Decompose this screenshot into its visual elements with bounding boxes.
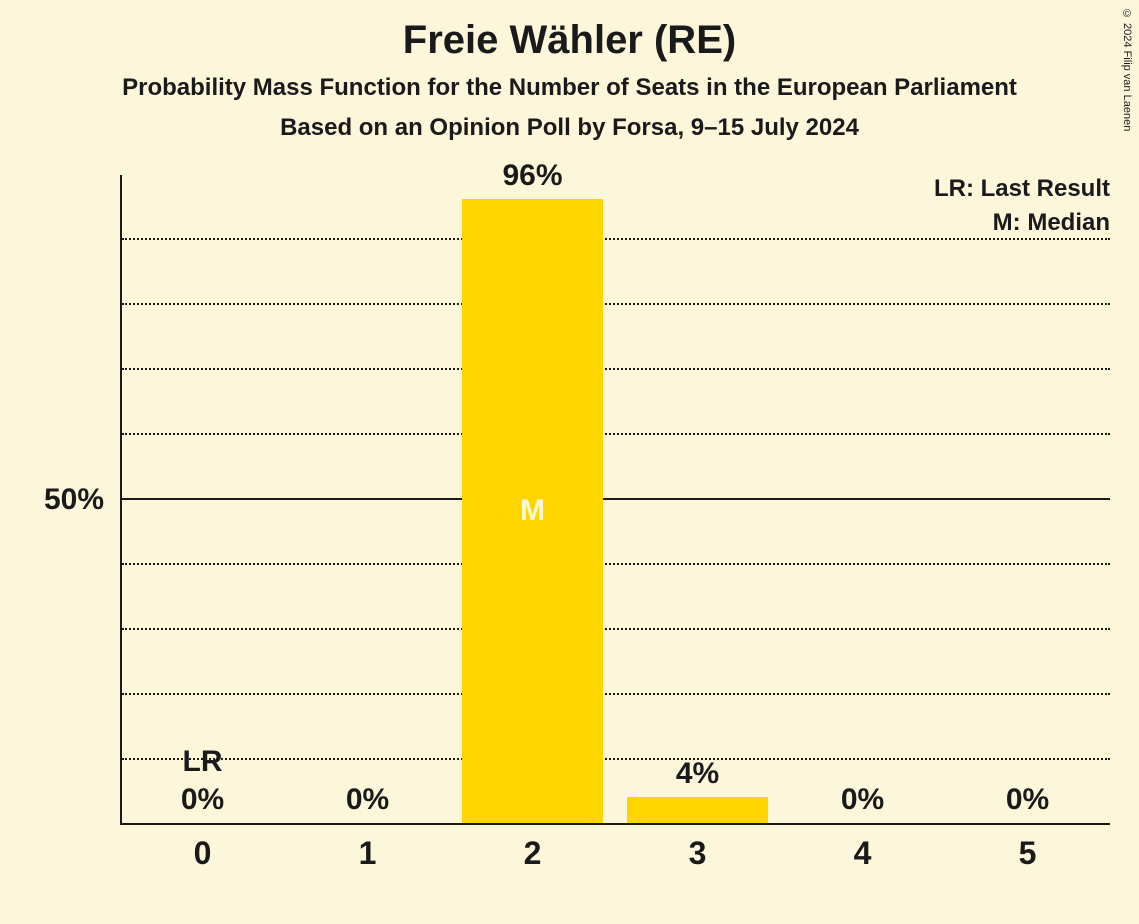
x-tick-label: 3	[689, 835, 707, 872]
y-tick-label: 50%	[44, 483, 104, 517]
bar-value-label: 0%	[841, 783, 884, 817]
gridline	[122, 238, 1110, 240]
gridline	[122, 433, 1110, 435]
legend-lr: LR: Last Result	[934, 175, 1110, 203]
gridline	[122, 693, 1110, 695]
plot-area: LR: Last Result M: Median 50%0%LR00%196%…	[120, 175, 1110, 825]
last-result-marker: LR	[183, 745, 223, 779]
x-tick-label: 5	[1019, 835, 1037, 872]
bar-value-label: 0%	[181, 783, 224, 817]
gridline	[122, 303, 1110, 305]
bar-value-label: 0%	[346, 783, 389, 817]
x-tick-label: 4	[854, 835, 872, 872]
x-tick-label: 0	[194, 835, 212, 872]
bar: 4%	[627, 797, 767, 823]
bar-value-label: 4%	[676, 757, 719, 791]
x-tick-label: 1	[359, 835, 377, 872]
gridline	[122, 498, 1110, 500]
legend-median: M: Median	[934, 209, 1110, 237]
median-marker: M	[520, 494, 545, 528]
chart-title: Freie Wähler (RE)	[0, 18, 1139, 63]
x-axis	[120, 823, 1110, 825]
gridline	[122, 563, 1110, 565]
gridline	[122, 368, 1110, 370]
y-axis	[120, 175, 122, 825]
gridline	[122, 628, 1110, 630]
bar: 96%M	[462, 199, 602, 823]
bar-value-label: 0%	[1006, 783, 1049, 817]
chart-subtitle-2: Based on an Opinion Poll by Forsa, 9–15 …	[0, 114, 1139, 142]
x-tick-label: 2	[524, 835, 542, 872]
legend: LR: Last Result M: Median	[934, 175, 1110, 243]
chart-subtitle-1: Probability Mass Function for the Number…	[0, 74, 1139, 102]
chart-container: © 2024 Filip van Laenen Freie Wähler (RE…	[0, 0, 1139, 924]
bar-value-label: 96%	[502, 159, 562, 193]
gridline	[122, 758, 1110, 760]
